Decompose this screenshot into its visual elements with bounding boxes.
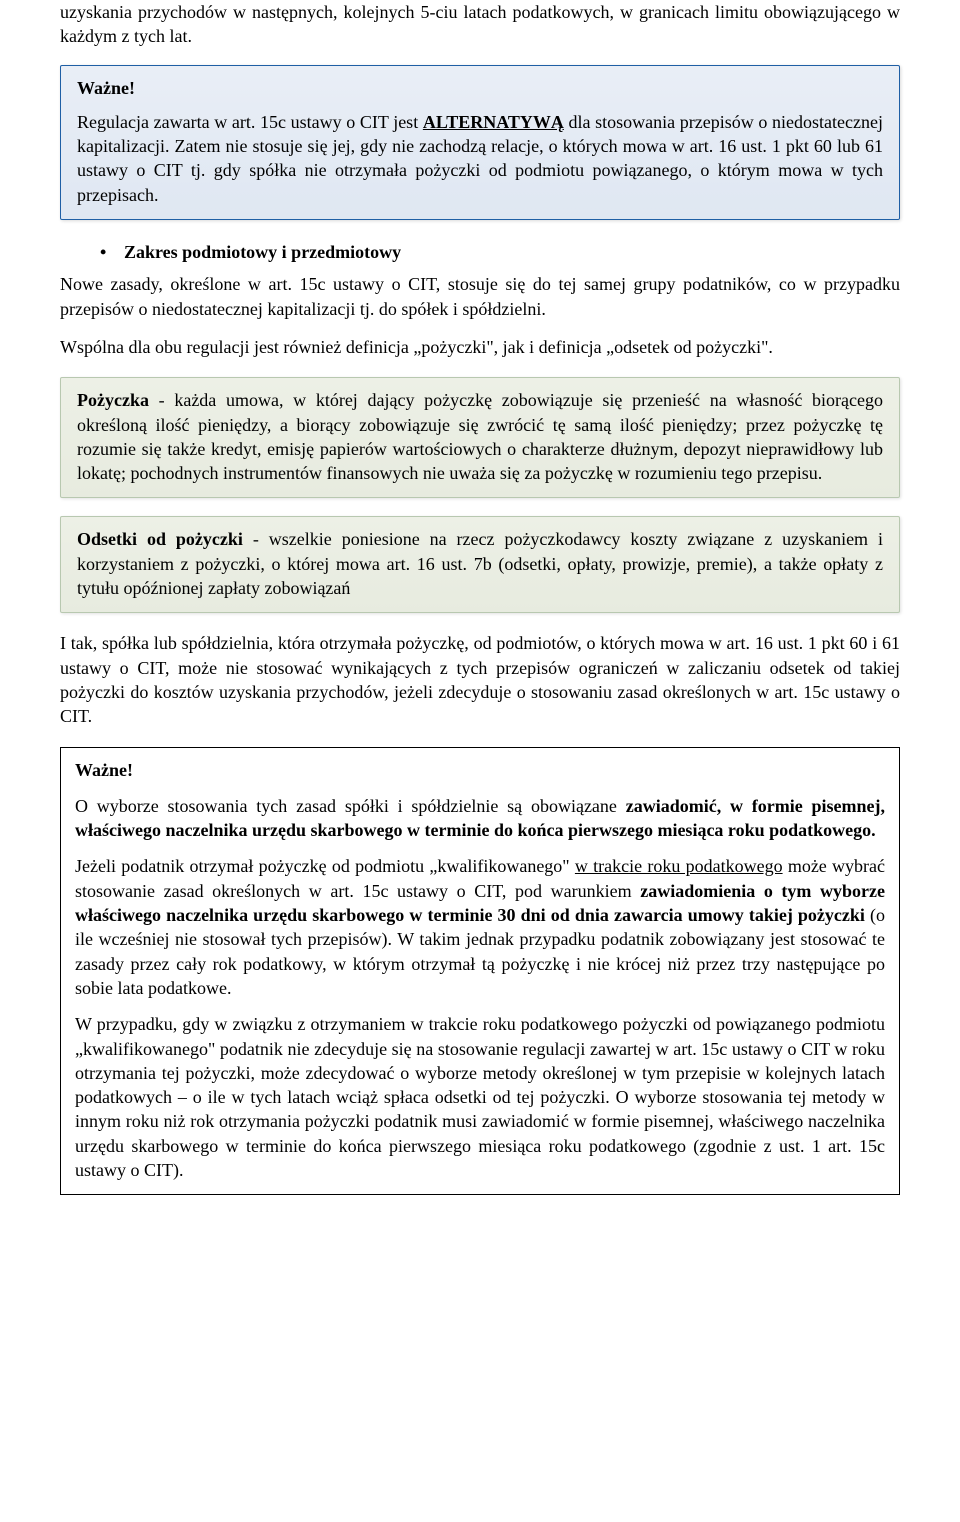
intro-paragraph: uzyskania przychodów w następnych, kolej… [60, 0, 900, 49]
blue-box-text: Regulacja zawarta w art. 15c ustawy o CI… [77, 110, 883, 207]
pozyczka-term: Pożyczka [77, 390, 149, 410]
odsetki-term: Odsetki od pożyczki [77, 529, 243, 549]
body-paragraph-1: Nowe zasady, określone w art. 15c ustawy… [60, 272, 900, 321]
section-bullet: • Zakres podmiotowy i przedmiotowy [100, 240, 900, 264]
plain-box-p1: O wyborze stosowania tych zasad spółki i… [75, 794, 885, 843]
bullet-label: Zakres podmiotowy i przedmiotowy [124, 240, 401, 264]
wazne-label: Ważne! [77, 76, 883, 100]
bullet-icon: • [100, 240, 124, 264]
plain-p1-a: O wyborze stosowania tych zasad spółki i… [75, 796, 626, 816]
wazne-label-2: Ważne! [75, 758, 885, 782]
definition-box-odsetki: Odsetki od pożyczki - wszelkie poniesion… [60, 516, 900, 613]
plain-box-p3: W przypadku, gdy w związku z otrzymaniem… [75, 1012, 885, 1182]
important-box-plain: Ważne! O wyborze stosowania tych zasad s… [60, 747, 900, 1196]
blue-text-alt: ALTERNATYWĄ [423, 112, 564, 132]
important-box-blue: Ważne! Regulacja zawarta w art. 15c usta… [60, 65, 900, 220]
plain-p2-a: Jeżeli podatnik otrzymał pożyczkę od pod… [75, 856, 575, 876]
plain-box-p2: Jeżeli podatnik otrzymał pożyczkę od pod… [75, 854, 885, 1000]
blue-text-1: Regulacja zawarta w art. 15c ustawy o CI… [77, 112, 423, 132]
pozyczka-def: - każda umowa, w której dający pożyczkę … [77, 390, 883, 483]
body-paragraph-2: Wspólna dla obu regulacji jest również d… [60, 335, 900, 359]
body-paragraph-3: I tak, spółka lub spółdzielnia, która ot… [60, 631, 900, 728]
definition-box-pozyczka: Pożyczka - każda umowa, w której dający … [60, 377, 900, 498]
plain-p2-u: w trakcie roku podatkowego [575, 856, 783, 876]
